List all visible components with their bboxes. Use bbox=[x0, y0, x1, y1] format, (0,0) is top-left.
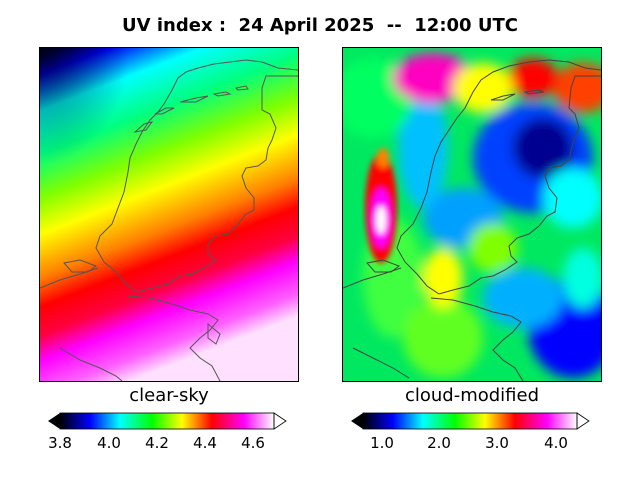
map-title: UV index : 24 April 2025 -- 12:00 UTC bbox=[122, 15, 518, 36]
colorbar-tick: 4.4 bbox=[193, 434, 217, 452]
colorbar-tick: 2.0 bbox=[427, 434, 451, 452]
colorbar-tick: 4.2 bbox=[145, 434, 169, 452]
cloud-modified-map bbox=[342, 47, 602, 382]
coastline-left bbox=[40, 59, 298, 381]
cloud-modified-label: cloud-modified bbox=[404, 385, 540, 406]
clear-sky-map bbox=[39, 47, 299, 382]
colorbar-tick: 4.6 bbox=[241, 434, 265, 452]
colorbar-tick: 4.0 bbox=[544, 434, 568, 452]
coastline-right bbox=[343, 59, 601, 381]
cloud-modified-colorbar bbox=[351, 412, 590, 430]
colorbar-tick: 4.0 bbox=[97, 434, 121, 452]
clear-sky-colorbar bbox=[48, 412, 287, 430]
colorbar-tick: 3.8 bbox=[48, 434, 72, 452]
colorbar-tick: 3.0 bbox=[485, 434, 509, 452]
clear-sky-label: clear-sky bbox=[129, 385, 209, 406]
colorbar-tick: 1.0 bbox=[370, 434, 394, 452]
